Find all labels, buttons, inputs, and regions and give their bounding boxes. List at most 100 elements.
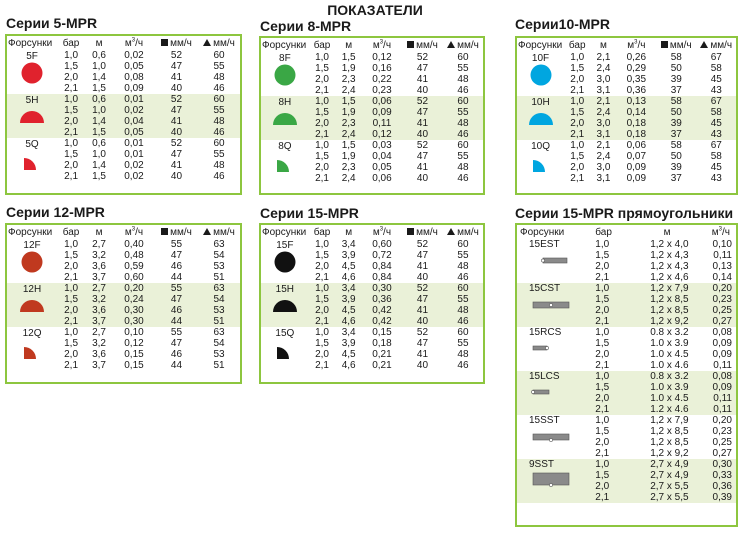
cell-bar: 1,5 (57, 105, 86, 116)
table-row: 1,5 1,0 0,02 47 55 (7, 105, 240, 116)
table-row: 15CST 1,0 1,2 x 7,9 0,20 (517, 283, 736, 327)
nozzle-cell: 8Q (261, 140, 309, 184)
cell-flow: 0,18 (616, 118, 657, 129)
rect-cell-bar: 1,0 (595, 415, 610, 426)
cell-mm-triangle: 43 (710, 173, 722, 184)
triangle-icon (700, 40, 709, 48)
strip-pattern-side-icon (529, 426, 589, 448)
half-circle-pattern-icon (261, 295, 309, 317)
cell-mm-triangle: 48 (198, 116, 240, 127)
header-flow-unit: м (372, 226, 380, 238)
cell-mm-square: 40 (416, 85, 429, 96)
table-row: 1,5 1.0 x 3.9 0,09 (517, 382, 736, 393)
cell-mm-square: 40 (401, 316, 443, 327)
cell-bar: 1,0 (64, 50, 79, 61)
cell-m: 3,1 (596, 173, 611, 184)
cell-mm-square: 44 (154, 316, 199, 327)
cell-mm-triangle: 46 (198, 127, 240, 138)
header-mm-square: мм/ч (155, 36, 198, 50)
cell-bar: 2,0 (315, 349, 329, 360)
cell-mm-square: 52 (416, 327, 429, 338)
rect-cell-flow: 0,23 (712, 426, 732, 437)
cell-mm-triangle: 48 (213, 160, 225, 171)
header-nozzles: Форсунки (8, 226, 53, 238)
cell-mm-square: 41 (416, 261, 429, 272)
rect-cell-bar: 2,1 (595, 272, 610, 283)
cell-flow: 0,60 (372, 239, 392, 250)
cell-mm-triangle: 48 (442, 118, 483, 129)
rect-nozzle-name: 15LCS (529, 371, 560, 382)
table-row: 1,5 3,2 0,48 47 54 (7, 250, 240, 261)
rect-cell-size: 1.0 x 3.9 (650, 338, 689, 349)
rect-cell-bar: 1,0 (595, 239, 610, 250)
rect-cell-flow: 0,13 (712, 261, 732, 272)
cell-m: 2,1 (596, 140, 611, 151)
cell-mm-square: 52 (416, 140, 429, 151)
rect-cell-flow: 0,36 (696, 481, 736, 492)
cell-m: 2,3 (335, 118, 362, 129)
rect-header-flow: м3/ч (697, 225, 736, 239)
header-mm-square-label: мм/ч (170, 226, 192, 238)
cell-m: 1,4 (92, 160, 106, 171)
cell-flow: 0,24 (113, 294, 155, 305)
series-title-10mpr: Серии10-MPR (515, 16, 611, 32)
main-title: ПОКАЗАТЕЛИ (327, 2, 423, 18)
square-icon (407, 40, 415, 48)
cell-bar: 2,0 (57, 305, 86, 316)
cell-mm-triangle: 45 (710, 74, 722, 85)
cell-mm-triangle: 53 (213, 349, 225, 360)
header-mm-square-label: мм/ч (416, 39, 438, 51)
performance-table: Форсунки бар м м3/ч мм/ч мм/ч 5F 1,0 0,6 0,02 52 60… (7, 36, 240, 182)
cell-mm-triangle: 60 (457, 52, 469, 63)
cell-bar: 1,5 (308, 294, 336, 305)
table-row: 2,0 3,6 0,30 46 53 (7, 305, 240, 316)
rect-cell-flow: 0,39 (696, 492, 736, 503)
cell-mm-square: 40 (401, 129, 443, 140)
rect-cell-size: 1,2 x 4,6 (650, 272, 689, 283)
rect-nozzle-name: 15CST (529, 283, 561, 294)
cell-flow: 0,06 (361, 96, 402, 107)
table-row: 12F 1,0 2,7 0,40 55 63 (7, 239, 240, 273)
rect-cell-flow: 0,09 (712, 349, 732, 360)
cell-mm-square: 37 (670, 85, 682, 96)
rect-cell-flow: 0,20 (696, 283, 736, 294)
table-row: 15Q 1,0 3,4 0,15 52 60 (261, 327, 483, 359)
cell-mm-square: 50 (670, 151, 682, 162)
cell-flow: 0,04 (372, 151, 392, 162)
cell-m: 4,5 (341, 261, 356, 272)
cell-flow: 0,03 (372, 140, 392, 151)
rect-cell-bar: 2,0 (595, 261, 610, 272)
panel-5mpr: Форсунки бар м м3/ч мм/ч мм/ч 5F 1,0 0,6 0,02 52 60… (5, 34, 242, 195)
cell-flow: 0,14 (616, 107, 657, 118)
cell-mm-triangle: 55 (213, 61, 225, 72)
table-row: 2,1 3,7 0,15 44 51 (7, 360, 240, 371)
cell-flow: 0,13 (616, 96, 657, 107)
cell-bar: 1,0 (570, 52, 585, 63)
cell-mm-triangle: 55 (457, 151, 469, 162)
table-row: 12Q 1,0 2,7 0,10 55 63 (7, 327, 240, 359)
cell-flow: 0,02 (124, 160, 144, 171)
table-row: 2,1 1.2 x 4.6 0,11 (517, 404, 736, 415)
cell-mm-triangle: 43 (710, 85, 722, 96)
table-row: 1,5 3,2 0,12 47 54 (7, 338, 240, 349)
cell-mm-square: 47 (154, 294, 199, 305)
rect-cell-size: 1,2 x 4,0 (650, 239, 689, 250)
cell-m: 4,5 (341, 349, 356, 360)
cell-m: 4,6 (341, 272, 356, 283)
square-icon (660, 40, 668, 48)
cell-m: 3,7 (92, 360, 106, 371)
cell-flow: 0,12 (361, 129, 402, 140)
rect-nozzle-cell: 15CST (517, 283, 590, 327)
rect-cell-flow: 0,27 (712, 448, 732, 459)
rect-group-15cst: 15CST 1,0 1,2 x 7,9 0,20 1,5 1,2 x 8,5 0,23 2,0… (517, 283, 736, 327)
cell-flow: 0,16 (372, 63, 392, 74)
cell-mm-square: 55 (170, 239, 183, 250)
cell-mm-triangle: 48 (213, 72, 225, 83)
cell-bar: 1,5 (64, 250, 79, 261)
header-flow: м3/ч (617, 38, 656, 52)
nozzle-group-5h: 5H 1,0 0,6 0,01 52 60 1,5 1,0 0,02 47 55 2,0 1,4 0,04… (7, 94, 240, 138)
header-flow-unit: м (372, 39, 380, 51)
quarter-circle-pattern-icon (517, 152, 564, 174)
rect-nozzle-name: 15EST (529, 239, 560, 250)
table-row: 1,5 3,2 0,24 47 54 (7, 294, 240, 305)
